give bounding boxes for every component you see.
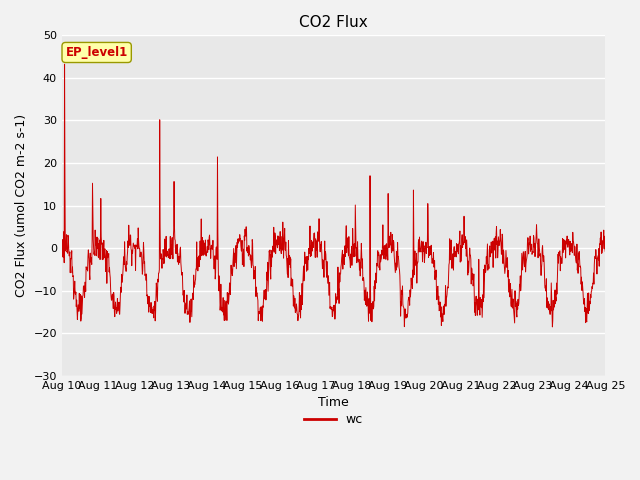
wc (602, 249, 609, 254)
Y-axis label: CO2 Flux (umol CO2 m-2 s-1): CO2 Flux (umol CO2 m-2 s-1) (15, 114, 28, 297)
wc (548, 324, 556, 330)
wc (537, 273, 545, 278)
wc (179, 292, 187, 298)
X-axis label: Time: Time (318, 396, 349, 409)
Text: EP_level1: EP_level1 (65, 46, 128, 59)
wc (58, 253, 66, 259)
Title: CO2 Flux: CO2 Flux (300, 15, 368, 30)
wc (61, 61, 68, 67)
wc (419, 241, 426, 247)
Line: wc: wc (62, 64, 605, 327)
wc (489, 264, 497, 270)
wc (166, 256, 173, 262)
Legend: wc: wc (300, 408, 368, 431)
wc (240, 264, 248, 269)
